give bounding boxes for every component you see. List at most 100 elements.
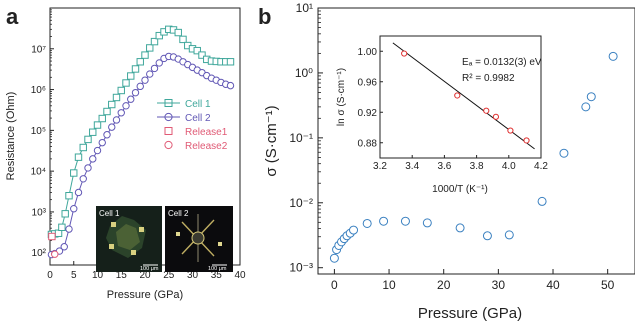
data-point-cell-1 <box>79 143 87 152</box>
data-point-cell-1 <box>146 44 154 52</box>
data-point-cell-1 <box>127 72 135 80</box>
data-point-release1 <box>48 232 56 241</box>
data-point-cell-2 <box>117 109 125 117</box>
inset-data-point <box>523 137 530 144</box>
inset-series-layer <box>392 42 535 150</box>
micrograph-inset-cell-2: Cell 2 100 μm <box>165 206 233 272</box>
micrograph-cell-2-scale-label: 100 μm <box>208 266 227 272</box>
data-point-cell-1 <box>89 128 97 136</box>
data-point-sigma <box>379 216 389 226</box>
data-point-sigma <box>362 218 372 228</box>
legend-label-cell-1: Cell 1 <box>185 99 211 110</box>
panel-b-y-tick-label: 10⁻¹ <box>289 131 313 145</box>
data-point-cell-1 <box>93 121 102 129</box>
data-point-cell-2 <box>103 131 111 139</box>
micrograph-cell-1-electrode <box>139 227 144 232</box>
legend-item-release1: Release1 <box>164 127 228 138</box>
micrograph-inset-cell-1: Cell 1 100 μm <box>96 206 162 272</box>
legend-marker-release2 <box>164 140 173 150</box>
panel-a-x-tick-label: 20 <box>139 270 151 281</box>
data-point-cell-2 <box>74 188 83 197</box>
panel-a-x-tick-label: 35 <box>211 270 223 281</box>
legend-item-cell-2: Cell 2 <box>157 112 211 124</box>
legend-label-release1: Release1 <box>185 127 228 138</box>
panel-b-series-layer <box>329 51 618 263</box>
micrograph-cell-2-electrode <box>218 242 222 246</box>
inset-y-tick-label: 1.00 <box>358 47 378 58</box>
panel-a-x-tick-label: 10 <box>92 270 104 281</box>
inset-plot-frame <box>379 35 542 159</box>
panel-a: a 0 5 10 15 20 25 30 35 40 10² 10³ 10⁴ 10⁵ 10⁶ 10⁷ Pre… <box>5 4 246 301</box>
data-point-sigma <box>422 218 432 228</box>
data-point-cell-1 <box>122 79 130 87</box>
panel-a-x-axis-label: Pressure (GPa) <box>107 289 183 301</box>
data-point-cell-2 <box>89 155 97 163</box>
data-point-cell-1 <box>179 35 187 44</box>
data-point-sigma <box>586 92 596 102</box>
panel-a-x-tick-label: 0 <box>47 270 53 281</box>
data-point-cell-1 <box>70 169 78 177</box>
data-point-sigma <box>400 216 410 226</box>
panel-a-x-tick-label: 30 <box>187 270 199 281</box>
panel-b-letter: b <box>258 4 271 29</box>
data-point-cell-2 <box>131 88 140 97</box>
micrograph-cell-1-label: Cell 1 <box>99 209 120 218</box>
inset-x-tick-label: 4.0 <box>502 161 516 172</box>
data-point-cell-1 <box>61 210 69 218</box>
data-point-cell-1 <box>174 28 182 37</box>
data-point-cell-2 <box>108 123 116 131</box>
panel-a-y-tick-label: 10² <box>32 248 47 259</box>
data-point-cell-1 <box>58 223 66 232</box>
inset-y-tick-label: 0.88 <box>358 138 378 149</box>
panel-b-y-axis-label: σ (S·cm⁻¹) <box>263 105 280 176</box>
panel-b-y-tick-label: 10⁻² <box>289 196 313 210</box>
panel-b-inset: 3.2 3.4 3.6 3.8 4.0 4.2 0.88 0.92 0.96 1.00 Eₐ = … <box>336 35 549 195</box>
panel-a-letter: a <box>6 4 19 29</box>
inset-x-tick-label: 3.2 <box>373 161 387 172</box>
panel-a-y-tick-label: 10⁴ <box>31 167 46 178</box>
inset-x-tick-label: 3.8 <box>470 161 484 172</box>
data-point-cell-1 <box>150 37 159 46</box>
panel-a-x-tick-label: 15 <box>116 270 128 281</box>
legend-marker-release1 <box>164 127 173 135</box>
inset-data-point <box>401 50 408 57</box>
data-point-cell-1 <box>226 58 235 66</box>
panel-b-x-axis-label: Pressure (GPa) <box>418 305 522 322</box>
panel-a-x-tick-label: 40 <box>234 270 246 281</box>
data-point-cell-2 <box>65 225 73 233</box>
panel-a-y-tick-label: 10⁵ <box>31 126 46 137</box>
panel-b-y-tick-label: 10¹ <box>296 1 313 15</box>
panel-a-y-tick-label: 10⁶ <box>31 85 46 96</box>
data-point-cell-2 <box>155 59 163 67</box>
panel-b-ticks: 0 10 20 30 40 50 10⁻³ 10⁻² 10⁻¹ 10⁰ 10¹ <box>289 1 614 292</box>
data-point-cell-1 <box>136 58 144 66</box>
inset-x-tick-label: 3.4 <box>405 161 419 172</box>
data-point-sigma <box>329 253 339 263</box>
panel-b-x-tick-label: 50 <box>601 278 615 292</box>
inset-annotation-r2: R² = 0.9982 <box>462 73 515 84</box>
panel-a-x-tick-label: 5 <box>71 270 77 281</box>
data-point-cell-1 <box>54 229 63 237</box>
data-point-cell-2 <box>79 175 87 183</box>
panel-a-y-tick-label: 10⁷ <box>31 44 46 55</box>
inset-ticks: 3.2 3.4 3.6 3.8 4.0 4.2 0.88 0.92 0.96 1.00 <box>358 47 549 172</box>
data-point-cell-2 <box>112 116 121 124</box>
data-point-cell-2 <box>150 64 159 73</box>
inset-x-tick-label: 4.2 <box>534 161 548 172</box>
data-point-cell-2 <box>122 102 130 110</box>
data-point-sigma <box>537 196 547 206</box>
data-point-cell-2 <box>60 243 68 251</box>
micrograph-cell-1-gasket <box>116 224 140 250</box>
panel-a-legend: Cell 1 Cell 2 Release1 Release2 <box>157 99 228 152</box>
inset-data-point <box>483 107 490 114</box>
data-point-cell-1 <box>112 93 121 102</box>
inset-y-tick-label: 0.92 <box>358 108 378 119</box>
inset-x-tick-label: 3.6 <box>437 161 451 172</box>
data-point-cell-2 <box>70 205 78 213</box>
micrograph-cell-1-scale-label: 100 μm <box>140 266 159 272</box>
inset-data-point <box>492 113 500 120</box>
data-point-cell-2 <box>127 95 135 103</box>
data-point-cell-2 <box>146 70 154 78</box>
legend-label-release2: Release2 <box>185 141 228 152</box>
